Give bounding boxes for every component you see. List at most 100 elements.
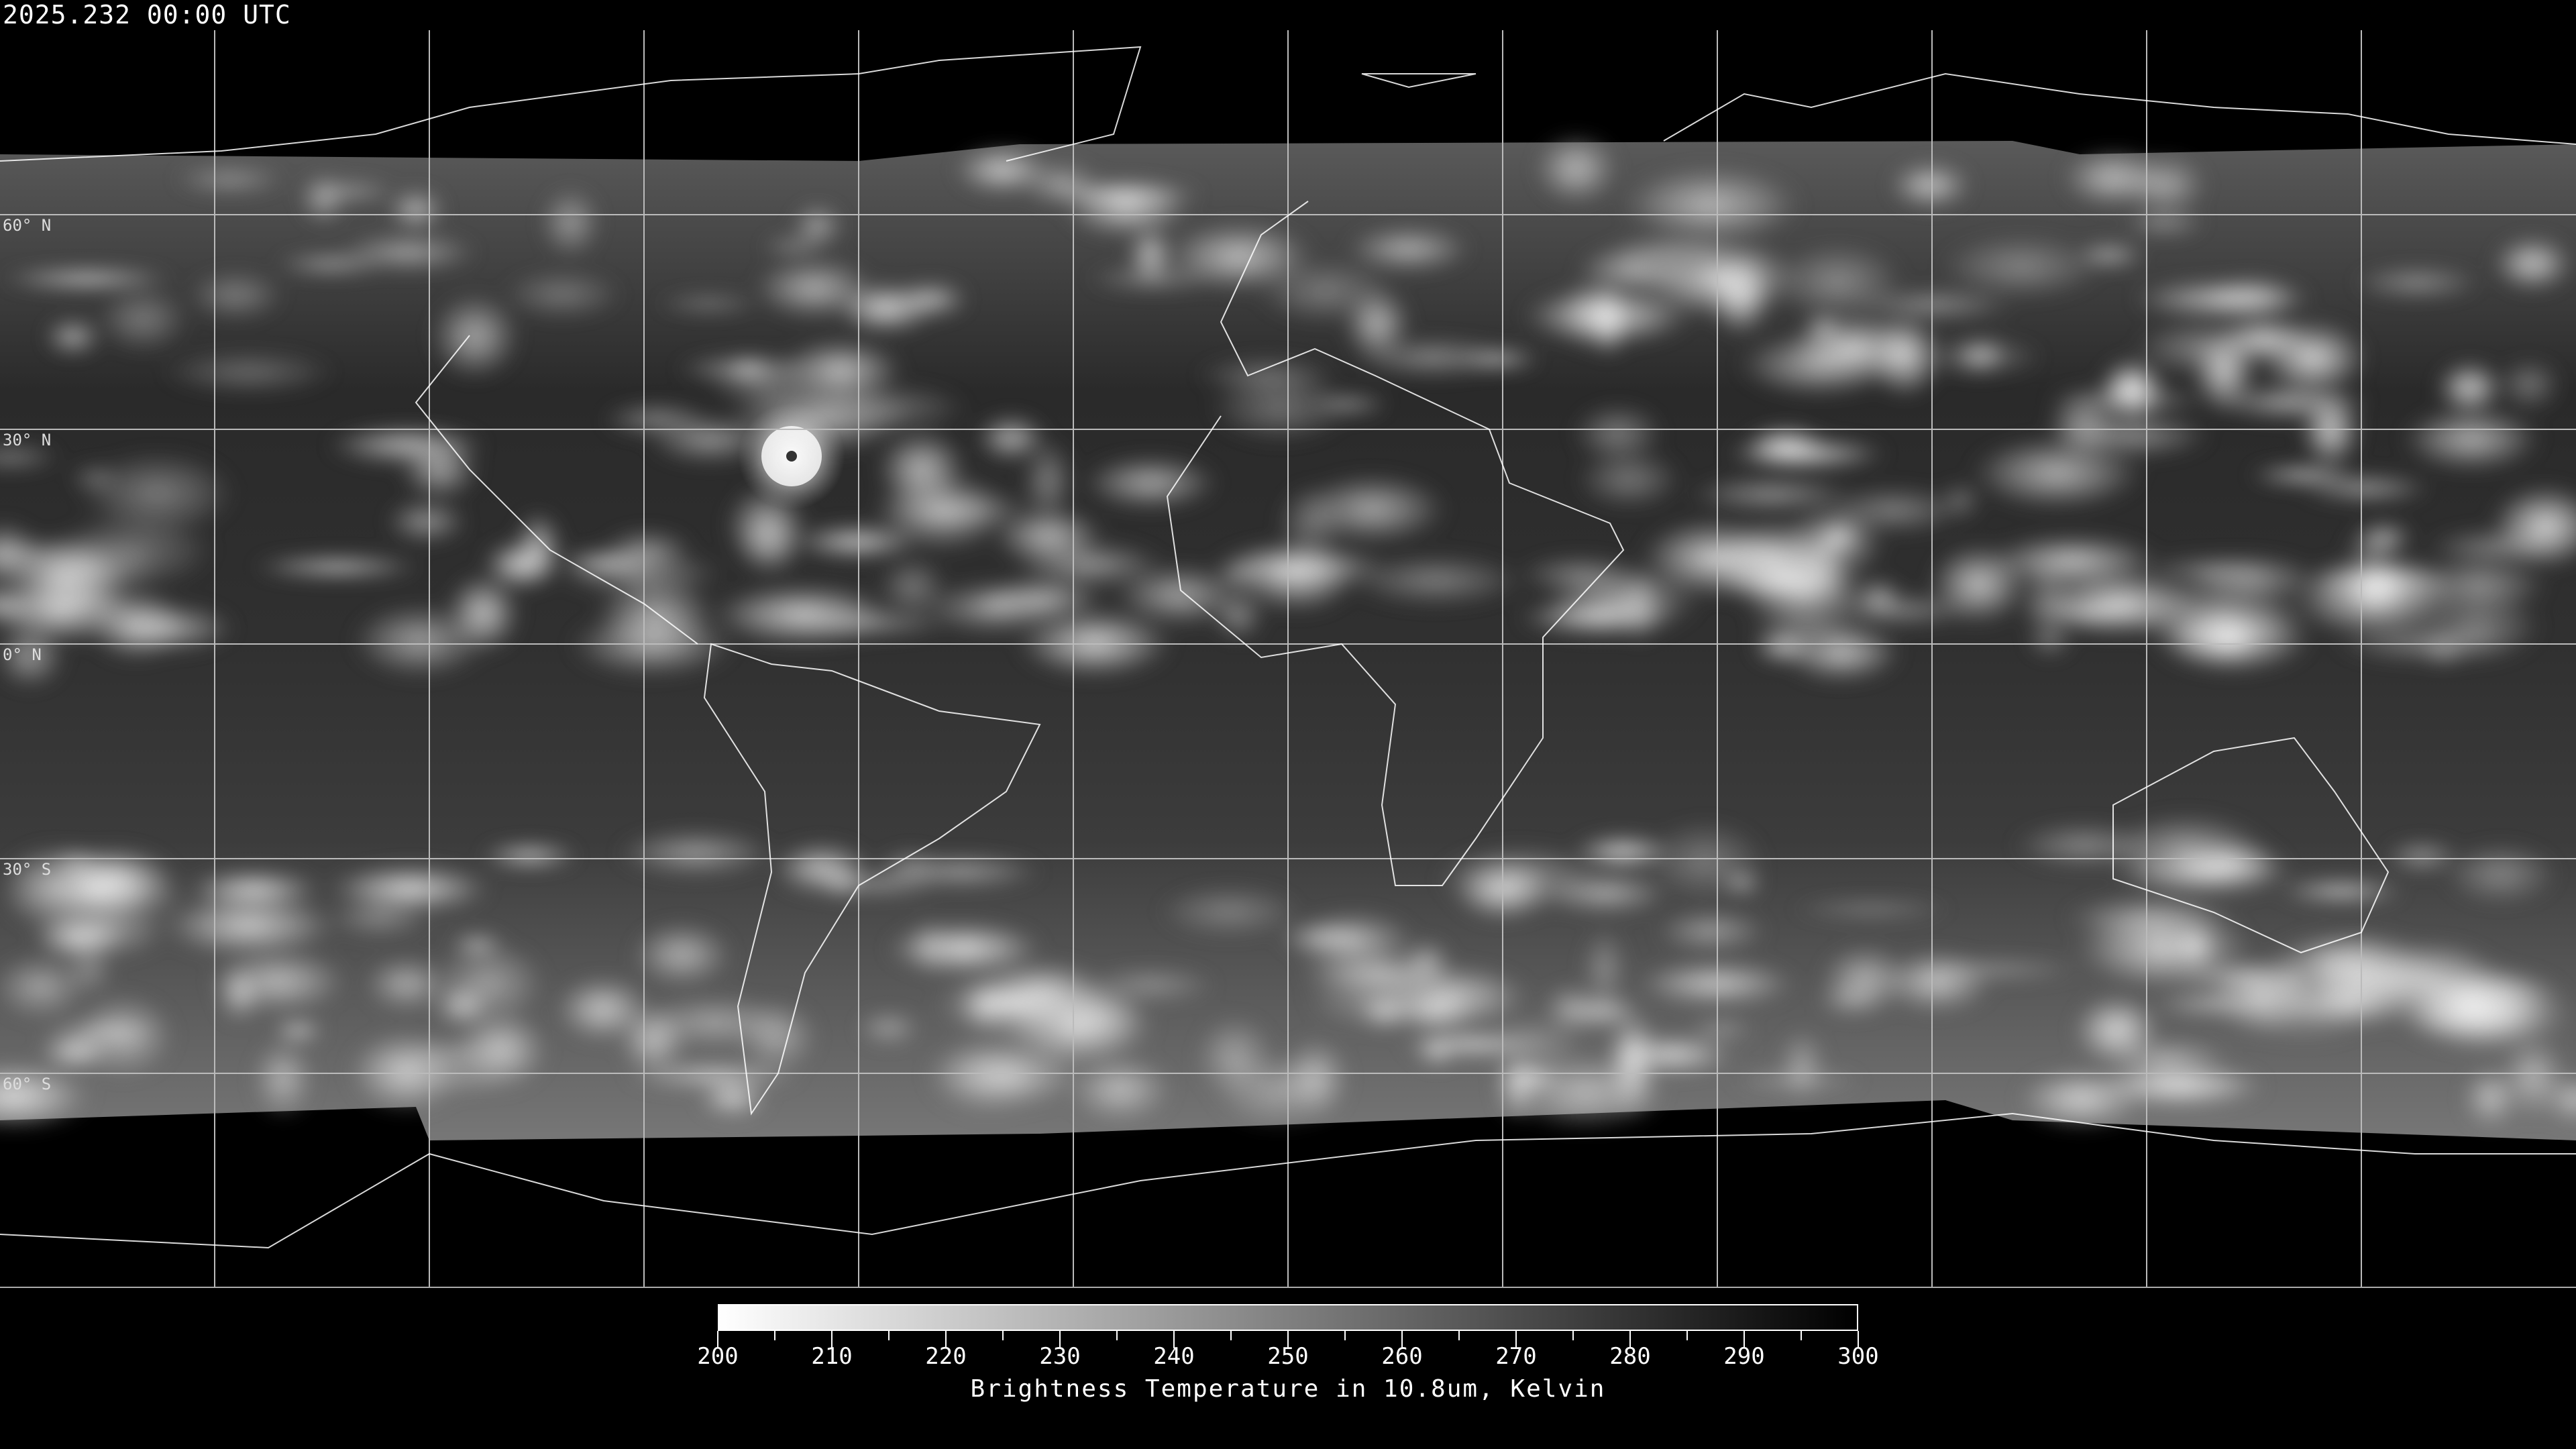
cloud <box>1081 455 1220 511</box>
cloud <box>554 976 652 1042</box>
cloud <box>1066 1055 1174 1124</box>
cloud <box>0 581 140 643</box>
cloud <box>217 964 263 1023</box>
cloud <box>0 1062 93 1130</box>
cloud <box>2088 1063 2265 1106</box>
colorbar-tick-label: 210 <box>811 1343 853 1370</box>
colorbar-tick-label: 290 <box>1723 1343 1765 1370</box>
cloud <box>185 270 286 321</box>
cloud <box>1778 1028 1826 1102</box>
cloud <box>1770 241 1906 323</box>
cloud <box>347 1030 466 1113</box>
cloud <box>1156 885 1303 938</box>
cloud <box>387 188 445 231</box>
cloud <box>2073 243 2145 268</box>
cloud <box>326 425 487 466</box>
cloud <box>1878 950 1994 1014</box>
cloud <box>772 841 872 896</box>
cloud <box>1571 835 1674 869</box>
cloud <box>1162 221 1316 292</box>
cloud <box>614 828 777 877</box>
cloud <box>674 354 823 384</box>
cloud <box>252 1038 314 1120</box>
cloud <box>1391 989 1479 1034</box>
cloud <box>1346 554 1526 607</box>
cloud <box>480 843 579 868</box>
cloud <box>250 555 423 578</box>
cloud <box>335 233 480 272</box>
colorbar-tick <box>717 1331 718 1348</box>
cloud <box>1937 233 2106 300</box>
cloud <box>1582 926 1627 1010</box>
cloud <box>1984 534 2161 588</box>
cloud <box>1350 337 1515 378</box>
cloud <box>1686 476 1857 513</box>
cloud <box>2016 599 2167 629</box>
cloud <box>2072 994 2161 1067</box>
colorbar-tick <box>1401 1331 1403 1348</box>
cloud <box>760 235 830 257</box>
colorbar-tick <box>945 1331 947 1348</box>
cloud <box>1434 844 1605 914</box>
cloud <box>2342 527 2402 574</box>
cloud <box>2306 985 2395 1006</box>
cloud <box>1929 543 2029 625</box>
cloud <box>1654 909 1769 953</box>
cloud <box>2351 266 2483 300</box>
cloud <box>351 603 489 679</box>
cloud <box>933 968 1092 1040</box>
colorbar-tick <box>1743 1331 1745 1348</box>
cloud <box>2443 843 2559 906</box>
cloud <box>1560 273 1625 353</box>
colorbar <box>718 1304 1858 1331</box>
cloud <box>2497 358 2562 411</box>
cloud <box>500 270 625 319</box>
cloud <box>1572 403 1664 464</box>
cloud <box>1022 437 1074 525</box>
cloud <box>1215 540 1360 612</box>
cloud <box>38 1032 113 1071</box>
cloud <box>0 443 62 471</box>
colorbar-tick-label: 280 <box>1609 1343 1651 1370</box>
cloud <box>735 508 805 578</box>
lat-label-60s: 60° S <box>3 1075 52 1093</box>
cloud <box>1563 993 1644 1030</box>
cloud <box>1344 225 1472 273</box>
colorbar-tick <box>1515 1331 1517 1348</box>
cloud <box>33 915 126 961</box>
colorbar-tick <box>774 1331 775 1340</box>
cloud <box>1307 392 1390 416</box>
colorbar-label: Brightness Temperature in 10.8um, Kelvin <box>970 1375 1606 1403</box>
cloud <box>1815 982 1887 1017</box>
cloud <box>1399 1031 1544 1058</box>
cloud <box>2194 608 2265 667</box>
colorbar-tick-label: 220 <box>925 1343 967 1370</box>
cloud <box>918 580 1071 635</box>
graticule <box>0 30 2576 1287</box>
cloud <box>1541 566 1701 635</box>
cloud <box>2413 589 2543 663</box>
cloud <box>876 429 967 509</box>
colorbar-tick-label: 260 <box>1381 1343 1423 1370</box>
lat-label-60n: 60° N <box>3 216 52 235</box>
cloud <box>1193 356 1340 395</box>
cloud <box>2010 822 2159 869</box>
cloud <box>791 523 922 560</box>
colorbar-tick-label: 230 <box>1039 1343 1081 1370</box>
cloud <box>1708 559 1854 602</box>
cloud <box>654 293 763 314</box>
colorbar-tick <box>831 1331 833 1348</box>
cloud <box>1195 1014 1275 1101</box>
cloud <box>39 853 154 924</box>
cloud <box>186 869 321 909</box>
colorbar-tick <box>1801 1331 1802 1340</box>
colorbar-tick <box>888 1331 890 1340</box>
cloud <box>1888 162 1972 209</box>
colorbar-tick <box>1230 1331 1232 1340</box>
cloud <box>299 179 399 203</box>
cloud <box>2111 849 2296 898</box>
cloud <box>159 893 338 958</box>
cloud <box>2074 904 2254 991</box>
hurricane <box>738 402 845 510</box>
timestamp-title: 2025.232 00:00 UTC <box>3 0 291 30</box>
